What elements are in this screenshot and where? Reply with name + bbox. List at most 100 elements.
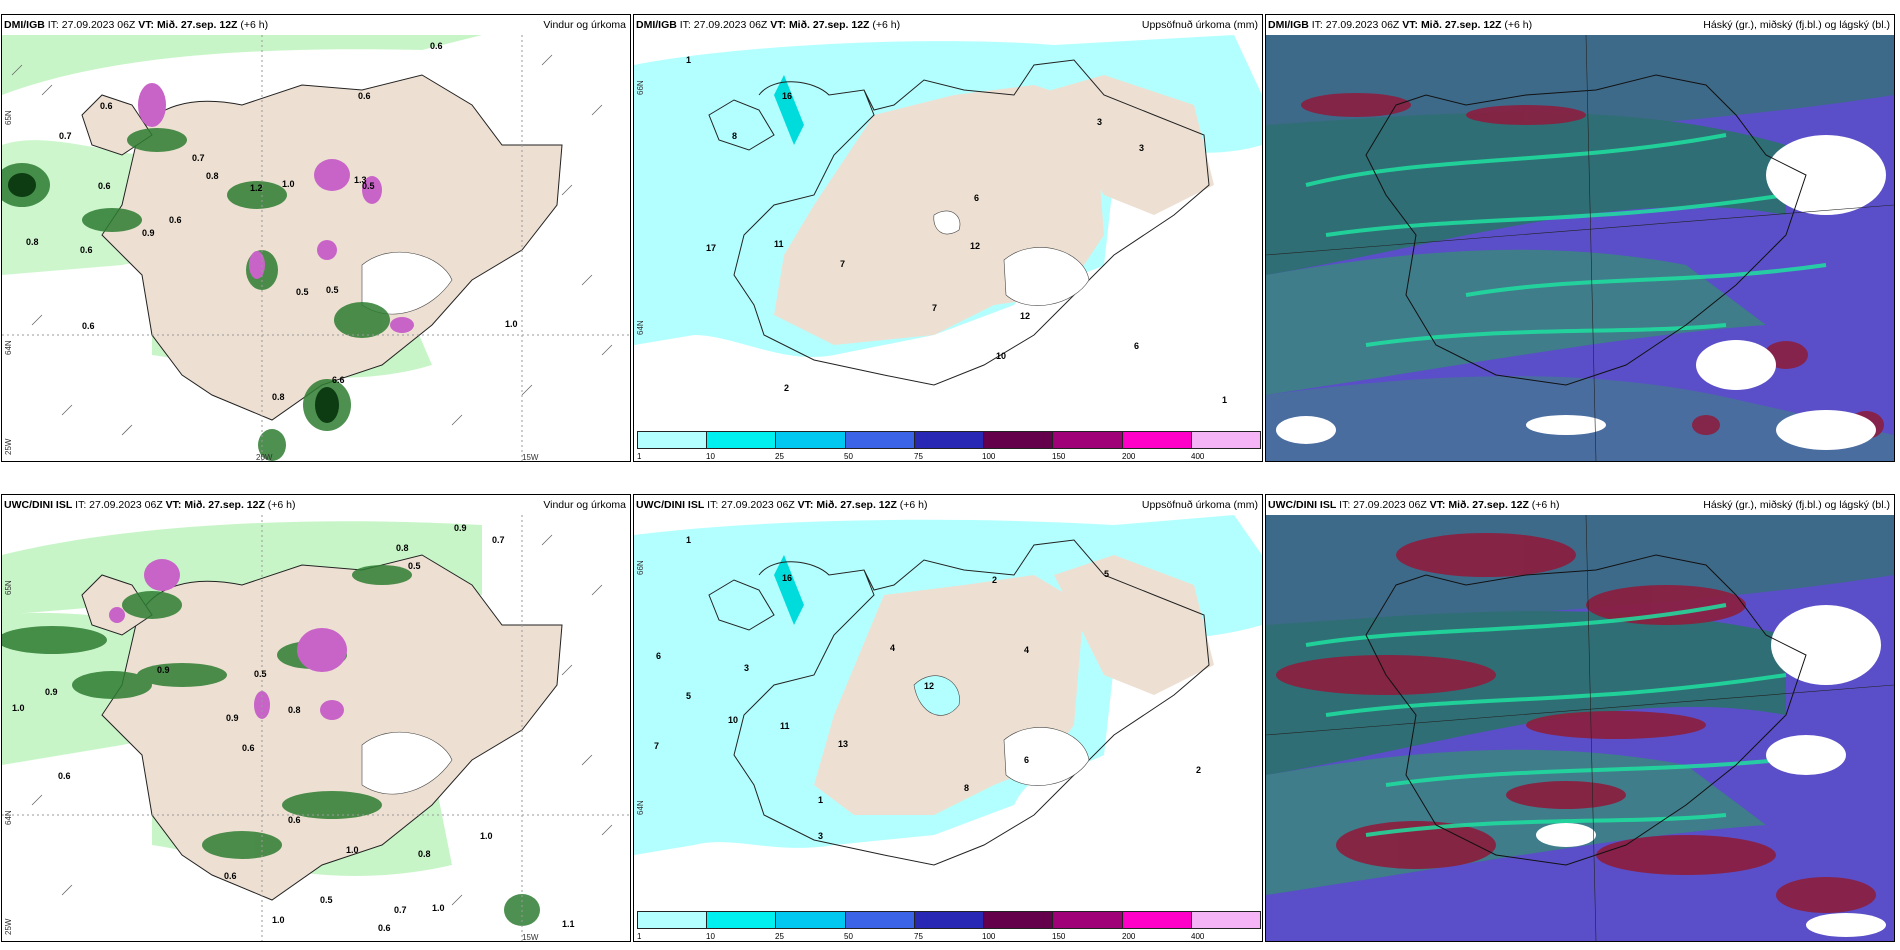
panel-wind-uwc: UWC/DINI ISL IT: 27.09.2023 06Z VT: Mið.… [1,494,631,942]
value-label: 0.6 [80,245,93,255]
wind-map[interactable] [2,515,630,941]
init-time: IT: 27.09.2023 06Z [1339,499,1427,511]
panel-header: UWC/DINI ISL IT: 27.09.2023 06Z VT: Mið.… [2,495,630,515]
value-label: 1.0 [272,915,285,925]
panel-clouds-dmi: DMI/IGB IT: 27.09.2023 06Z VT: Mið. 27.s… [1265,14,1895,462]
lon-label: 25W [4,438,13,455]
value-label: 0.9 [45,687,58,697]
value-label: 0.6 [169,215,182,225]
panel-accum-uwc: UWC/DINI ISL IT: 27.09.2023 06Z VT: Mið.… [633,494,1263,942]
value-label: 0.6 [82,321,95,331]
panel-header: UWC/DINI ISL IT: 27.09.2023 06Z VT: Mið.… [634,495,1262,515]
value-label: 0.6 [224,871,237,881]
lon-label: 15W [522,933,539,942]
accum-map[interactable] [634,35,1262,461]
lon-label: 20W [256,453,273,462]
value-label: 0.8 [272,392,285,402]
colorbar-swatch [776,432,846,448]
colorbar-tick: 10 [706,452,715,461]
valid-label: VT: [138,19,155,31]
value-label: 8 [964,783,970,793]
value-label: 10 [996,351,1007,361]
value-label: 13 [838,739,849,749]
valid-label: VT: [165,499,182,511]
value-label: 1.0 [480,831,493,841]
cloud-map[interactable] [1266,515,1894,941]
colorbar-swatch [776,912,846,928]
value-label: 0.8 [206,171,219,181]
colorbar-swatch [984,912,1054,928]
value-label: 0.7 [59,131,72,141]
value-label: 0.6 [430,41,443,51]
colorbar-swatch [845,432,915,448]
value-label: 3 [1097,117,1103,127]
value-label: 0.9 [226,713,239,723]
field-title: Vindur og úrkoma [543,499,626,511]
value-label: 0.9 [454,523,467,533]
colorbar-tick: 50 [844,452,853,461]
value-label: 1 [686,55,692,65]
value-label: 5 [686,691,692,701]
valid-time: Mið. 27.sep. 12Z [1420,19,1502,31]
model-name: UWC/DINI ISL [636,499,705,511]
lat-label: 65N [4,110,13,125]
value-label: 1.0 [282,179,295,189]
value-label: 7 [932,303,938,313]
field-title: Uppsöfnuð úrkoma (mm) [1141,499,1258,511]
value-label: 10 [728,715,739,725]
valid-time: Mið. 27.sep. 12Z [1448,499,1529,511]
valid-label: VT: [770,19,787,31]
panel-wind-dmi: DMI/IGB IT: 27.09.2023 06Z VT: Mið. 27.s… [1,14,631,462]
colorbar-tick: 10 [706,932,715,941]
accum-map[interactable] [634,515,1262,941]
field-title: Vindur og úrkoma [543,19,626,31]
value-label: 0.5 [362,181,375,191]
init-time: IT: 27.09.2023 06Z [47,19,136,31]
cloud-map[interactable] [1266,35,1894,461]
valid-label: VT: [797,499,814,511]
colorbar-swatch [1191,912,1260,928]
colorbar-tick: 25 [775,452,784,461]
value-label: 4 [890,643,896,653]
wind-map[interactable] [2,35,630,461]
lat-label: 64N [4,340,13,355]
valid-time: Mið. 27.sep. 12Z [788,19,870,31]
value-label: 1 [1222,395,1228,405]
value-label: 1.0 [432,903,445,913]
colorbar-swatch [914,432,985,448]
lat-label: 64N [4,810,13,825]
colorbar-swatch [638,912,708,928]
model-name: UWC/DINI ISL [4,499,73,511]
init-time: IT: 27.09.2023 06Z [75,499,163,511]
value-label: 0.5 [408,561,421,571]
model-name: DMI/IGB [636,19,677,31]
field-title: Uppsöfnuð úrkoma (mm) [1141,19,1258,31]
colorbar-swatch [1122,432,1192,448]
colorbar-tick: 75 [914,932,923,941]
init-time: IT: 27.09.2023 06Z [1311,19,1400,31]
colorbar [637,911,1261,929]
field-title: Háský (gr.), miðský (fj.bl.) og lágský (… [1703,19,1890,31]
colorbar-tick: 75 [914,452,923,461]
value-label: 2 [784,383,790,393]
valid-time: Mið. 27.sep. 12Z [816,499,897,511]
colorbar-swatch [638,432,708,448]
forecast-offset: (+6 h) [872,19,901,31]
colorbar [637,431,1261,449]
value-label: 0.8 [418,849,431,859]
colorbar-tick: 200 [1122,452,1136,461]
value-label: 0.9 [142,228,155,238]
value-label: 1.3 [354,175,367,185]
value-label: 1 [686,535,692,545]
value-label: 8 [732,131,738,141]
value-label: 1.0 [346,845,359,855]
colorbar-tick: 150 [1052,932,1066,941]
colorbar-swatch [914,912,985,928]
colorbar-swatch [707,912,777,928]
value-label: 6 [1134,341,1140,351]
colorbar-swatch [1122,912,1192,928]
colorbar-tick: 400 [1191,452,1205,461]
lat-label: 66N [636,80,645,95]
lat-label: 64N [636,320,645,335]
field-title: Háský (gr.), miðský (fj.bl.) og lágský (… [1703,499,1890,511]
